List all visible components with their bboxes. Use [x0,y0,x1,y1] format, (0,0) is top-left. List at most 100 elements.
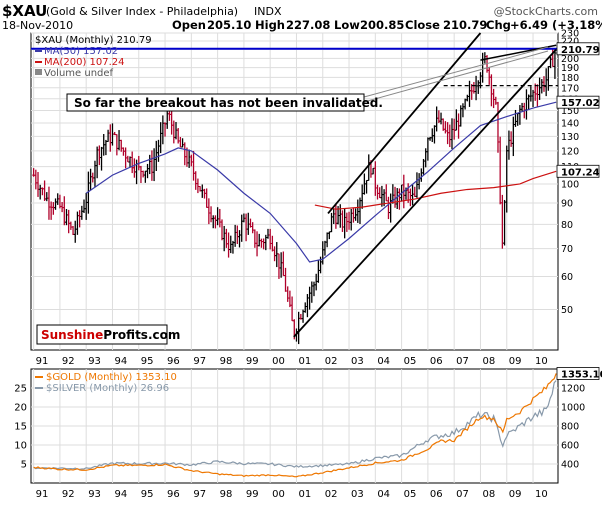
y-tick-label-main: 140 [561,118,579,129]
chg-label: Chg [486,18,511,32]
x-tick-label-main: 98 [220,356,233,367]
silver-line [33,380,557,470]
close-tag: 210.79 [561,45,600,56]
ma200-tag-box [556,164,600,178]
x-tick-label-lower: 07 [456,489,469,500]
open-label: Open [172,18,206,32]
x-tick-label-lower: 91 [36,489,49,500]
x-tick-label-main: 08 [482,356,495,367]
gold-tag-box [556,367,600,380]
y-tick-label-main: 180 [561,73,579,84]
x-tick-label-main: 97 [193,356,206,367]
x-tick-label-lower: 96 [167,489,180,500]
y-tick-label-main: 90 [561,199,573,210]
x-tick-label-main: 95 [141,356,154,367]
y-tick-label-left: 15 [14,422,27,433]
ma200-line [314,170,557,210]
ma50-tag-box [556,95,600,109]
high-label: High [255,18,285,32]
lower-grid [31,369,558,483]
y-tick-label-left: 20 [14,403,27,414]
x-tick-label-lower: 04 [377,489,390,500]
y-tick-label-main: 120 [561,146,579,157]
x-tick-label-lower: 00 [272,489,285,500]
annotation-pointer [363,46,549,98]
close-tag-box [556,42,600,56]
main-marks [31,32,558,345]
x-tick-label-lower: 03 [351,489,364,500]
y-tick-label-main: 190 [561,63,579,74]
y-tick-label-left: 25 [14,384,27,395]
x-tick-label-lower: 09 [509,489,522,500]
close-label: Close [405,18,440,32]
y-tick-label-right: 800 [561,422,579,433]
x-tick-label-main: 09 [509,356,522,367]
logo: SunshineProfits.com [41,328,180,342]
ma50-tag: 157.02 [561,98,600,109]
legend-ma200: MA(200) 107.24 [44,57,125,68]
x-tick-label-lower: 10 [535,489,548,500]
y-tick-label-main: 220 [561,37,579,48]
y-tick-label-main: 60 [561,272,573,283]
high-value: 227.08 [286,18,330,32]
x-tick-label-main: 92 [62,356,75,367]
logo-part2: Profits.com [103,328,180,342]
legend-volume-swatch [35,69,42,75]
main-panel-frame [30,32,559,351]
lower-legend-silver: $SILVER (Monthly) 26.96 [46,383,169,394]
chg-value: +6.49 (+3.18%) [510,18,602,32]
x-tick-label-lower: 02 [325,489,338,500]
annotation-pointer [363,50,549,103]
legend-ma50: MA(50) 157.02 [44,46,118,57]
x-tick-label-main: 96 [167,356,180,367]
x-tick-label-main: 02 [325,356,338,367]
x-tick-label-lower: 97 [193,489,206,500]
y-tick-label-left: 5 [21,460,27,471]
y-tick-label-main: 230 [561,29,579,40]
x-tick-label-main: 06 [430,356,443,367]
x-tick-label-lower: 99 [246,489,259,500]
y-tick-label-main: 150 [561,106,579,117]
x-tick-label-lower: 01 [298,489,311,500]
axis-labels: 91 91 92 92 93 93 94 94 95 95 96 96 97 97 98 98 99 99 00 00… [14,29,585,501]
y-tick-label-right: 1000 [561,403,585,414]
x-tick-label-lower: 94 [114,489,127,500]
x-tick-label-main: 07 [456,356,469,367]
y-tick-label-main: 50 [561,305,573,316]
open-value: 205.10 [207,18,251,32]
ma200-tag: 107.24 [561,167,600,178]
x-tick-label-main: 99 [246,356,259,367]
x-tick-label-lower: 06 [430,489,443,500]
x-tick-label-lower: 98 [220,489,233,500]
low-value: 200.85 [360,18,404,32]
annotation-box [66,93,365,112]
x-tick-label-main: 04 [377,356,390,367]
low-label: Low [334,18,360,32]
x-tick-label-main: 01 [298,356,311,367]
gold-line [33,373,557,478]
x-tick-label-lower: 93 [88,489,101,500]
y-tick-label-right: 600 [561,441,579,452]
x-tick-label-lower: 08 [482,489,495,500]
annotation-text: So far the breakout has not been invalid… [74,96,383,110]
x-tick-label-main: 03 [351,356,364,367]
x-tick-label-main: 10 [535,356,548,367]
right-tags: 210.79 157.02 107.24 1353.10 [556,42,602,380]
lower-marks [33,373,557,478]
y-tick-label-main: 170 [561,83,579,94]
logo-box [36,324,168,345]
legend-volume: Volume undef [44,68,114,79]
x-tick-label-main: 00 [272,356,285,367]
x-tick-label-main: 94 [114,356,127,367]
y-tick-label-main: 130 [561,132,579,143]
x-tick-label-lower: 95 [141,489,154,500]
y-tick-label-main: 80 [561,220,573,231]
y-tick-label-right: 1200 [561,384,585,395]
trend-channel-line [293,48,557,338]
x-tick-label-lower: 05 [404,489,417,500]
x-tick-label-lower: 92 [62,489,75,500]
ticker-name: (Gold & Silver Index - Philadelphia) [46,5,238,18]
lower-legend-gold: $GOLD (Monthly) 1353.10 [46,372,177,383]
